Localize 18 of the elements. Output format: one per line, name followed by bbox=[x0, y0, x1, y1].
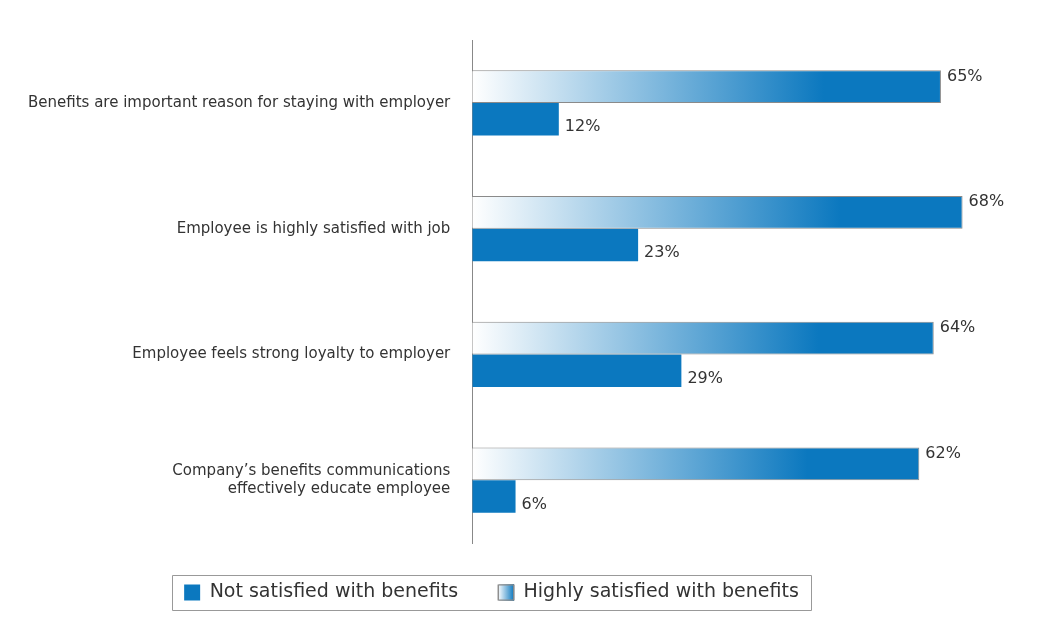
data-label: 64% bbox=[939, 317, 976, 337]
y-tick-label: Employee is highly satisfied with job bbox=[176, 218, 451, 237]
data-label: 29% bbox=[687, 367, 723, 387]
legend-label: Highly satisfied with benefits bbox=[523, 579, 799, 602]
data-label: 12% bbox=[564, 116, 601, 136]
y-tick-label: Company’s benefits communications effectively educate employee bbox=[172, 461, 451, 498]
bar bbox=[472, 102, 559, 136]
bar bbox=[472, 354, 682, 388]
legend-label: Not satisfied with benefits bbox=[209, 579, 459, 602]
y-tick-label: Benefits are important reason for staying with employer bbox=[27, 92, 452, 111]
data-label: 65% bbox=[946, 65, 983, 85]
bar bbox=[472, 480, 516, 513]
data-label: 68% bbox=[968, 191, 1005, 211]
data-label: 62% bbox=[925, 442, 961, 462]
y-tick-label: Employee feels strong loyalty to employer bbox=[132, 344, 452, 363]
bar bbox=[472, 228, 639, 262]
data-label: 23% bbox=[644, 242, 680, 262]
data-label: 6% bbox=[521, 493, 547, 513]
